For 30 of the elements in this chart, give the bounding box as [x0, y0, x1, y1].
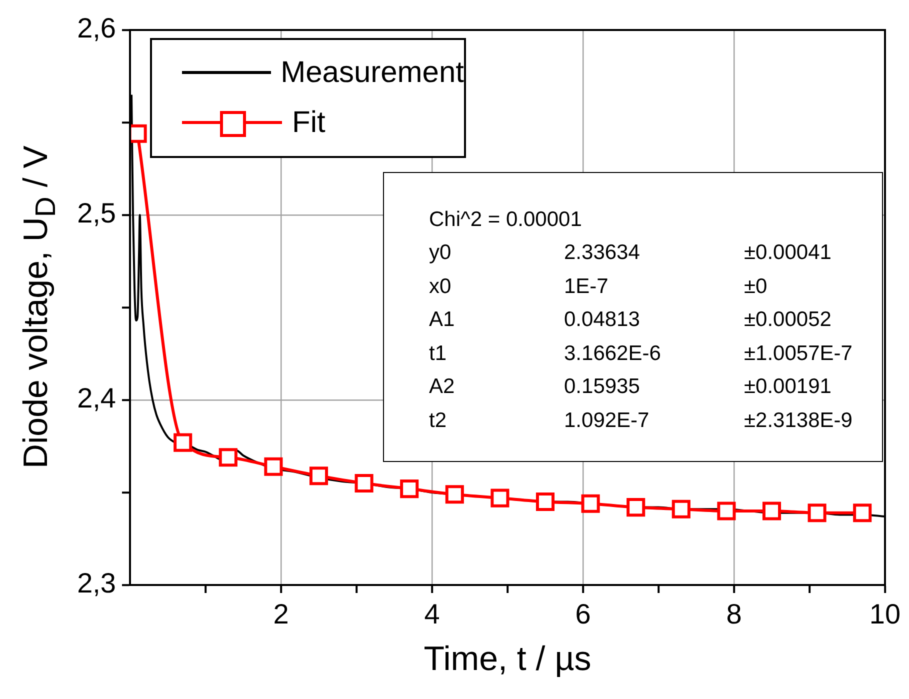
point	[762, 502, 782, 520]
point	[264, 457, 283, 476]
point	[400, 480, 419, 498]
y-tick-label: 2,3	[77, 568, 116, 599]
point	[490, 488, 510, 508]
point	[536, 492, 555, 512]
point	[717, 502, 736, 520]
point	[354, 474, 374, 493]
point	[218, 448, 238, 467]
x-tick-label: 10	[869, 598, 901, 630]
point	[445, 485, 464, 504]
note-box: Chi^2 = 0.00001 y0 2.33634 ±0.00041 x0 1E-7 ±0 A1 0.04813 ±0.00052 t1 3.1662E-6 ±1.0057E-7 A2 0.15935 ±0.00191 t2 1.092E-7 ±2.3138E-9	[383, 172, 883, 462]
point	[581, 494, 600, 513]
y-tick-label: 2,4	[77, 382, 116, 414]
point	[808, 504, 826, 522]
point	[309, 466, 328, 486]
x-tick-label: 6	[575, 598, 591, 630]
x-tick-label: 2	[273, 598, 289, 630]
x-tick-label: 8	[726, 598, 742, 630]
point	[853, 504, 872, 522]
y-tick-label: 2,6	[77, 12, 116, 44]
x-tick-label: 4	[424, 598, 440, 630]
x-axis-title: Time, t / µs	[422, 640, 592, 679]
y-tick-label: 2,5	[77, 198, 116, 229]
point	[626, 498, 646, 517]
point	[672, 500, 690, 518]
point	[174, 433, 192, 452]
annotation: Chi^2 = 0.00001	[429, 206, 583, 233]
legend-label: Fit	[292, 106, 326, 140]
legend-label: Measurement	[280, 56, 464, 90]
